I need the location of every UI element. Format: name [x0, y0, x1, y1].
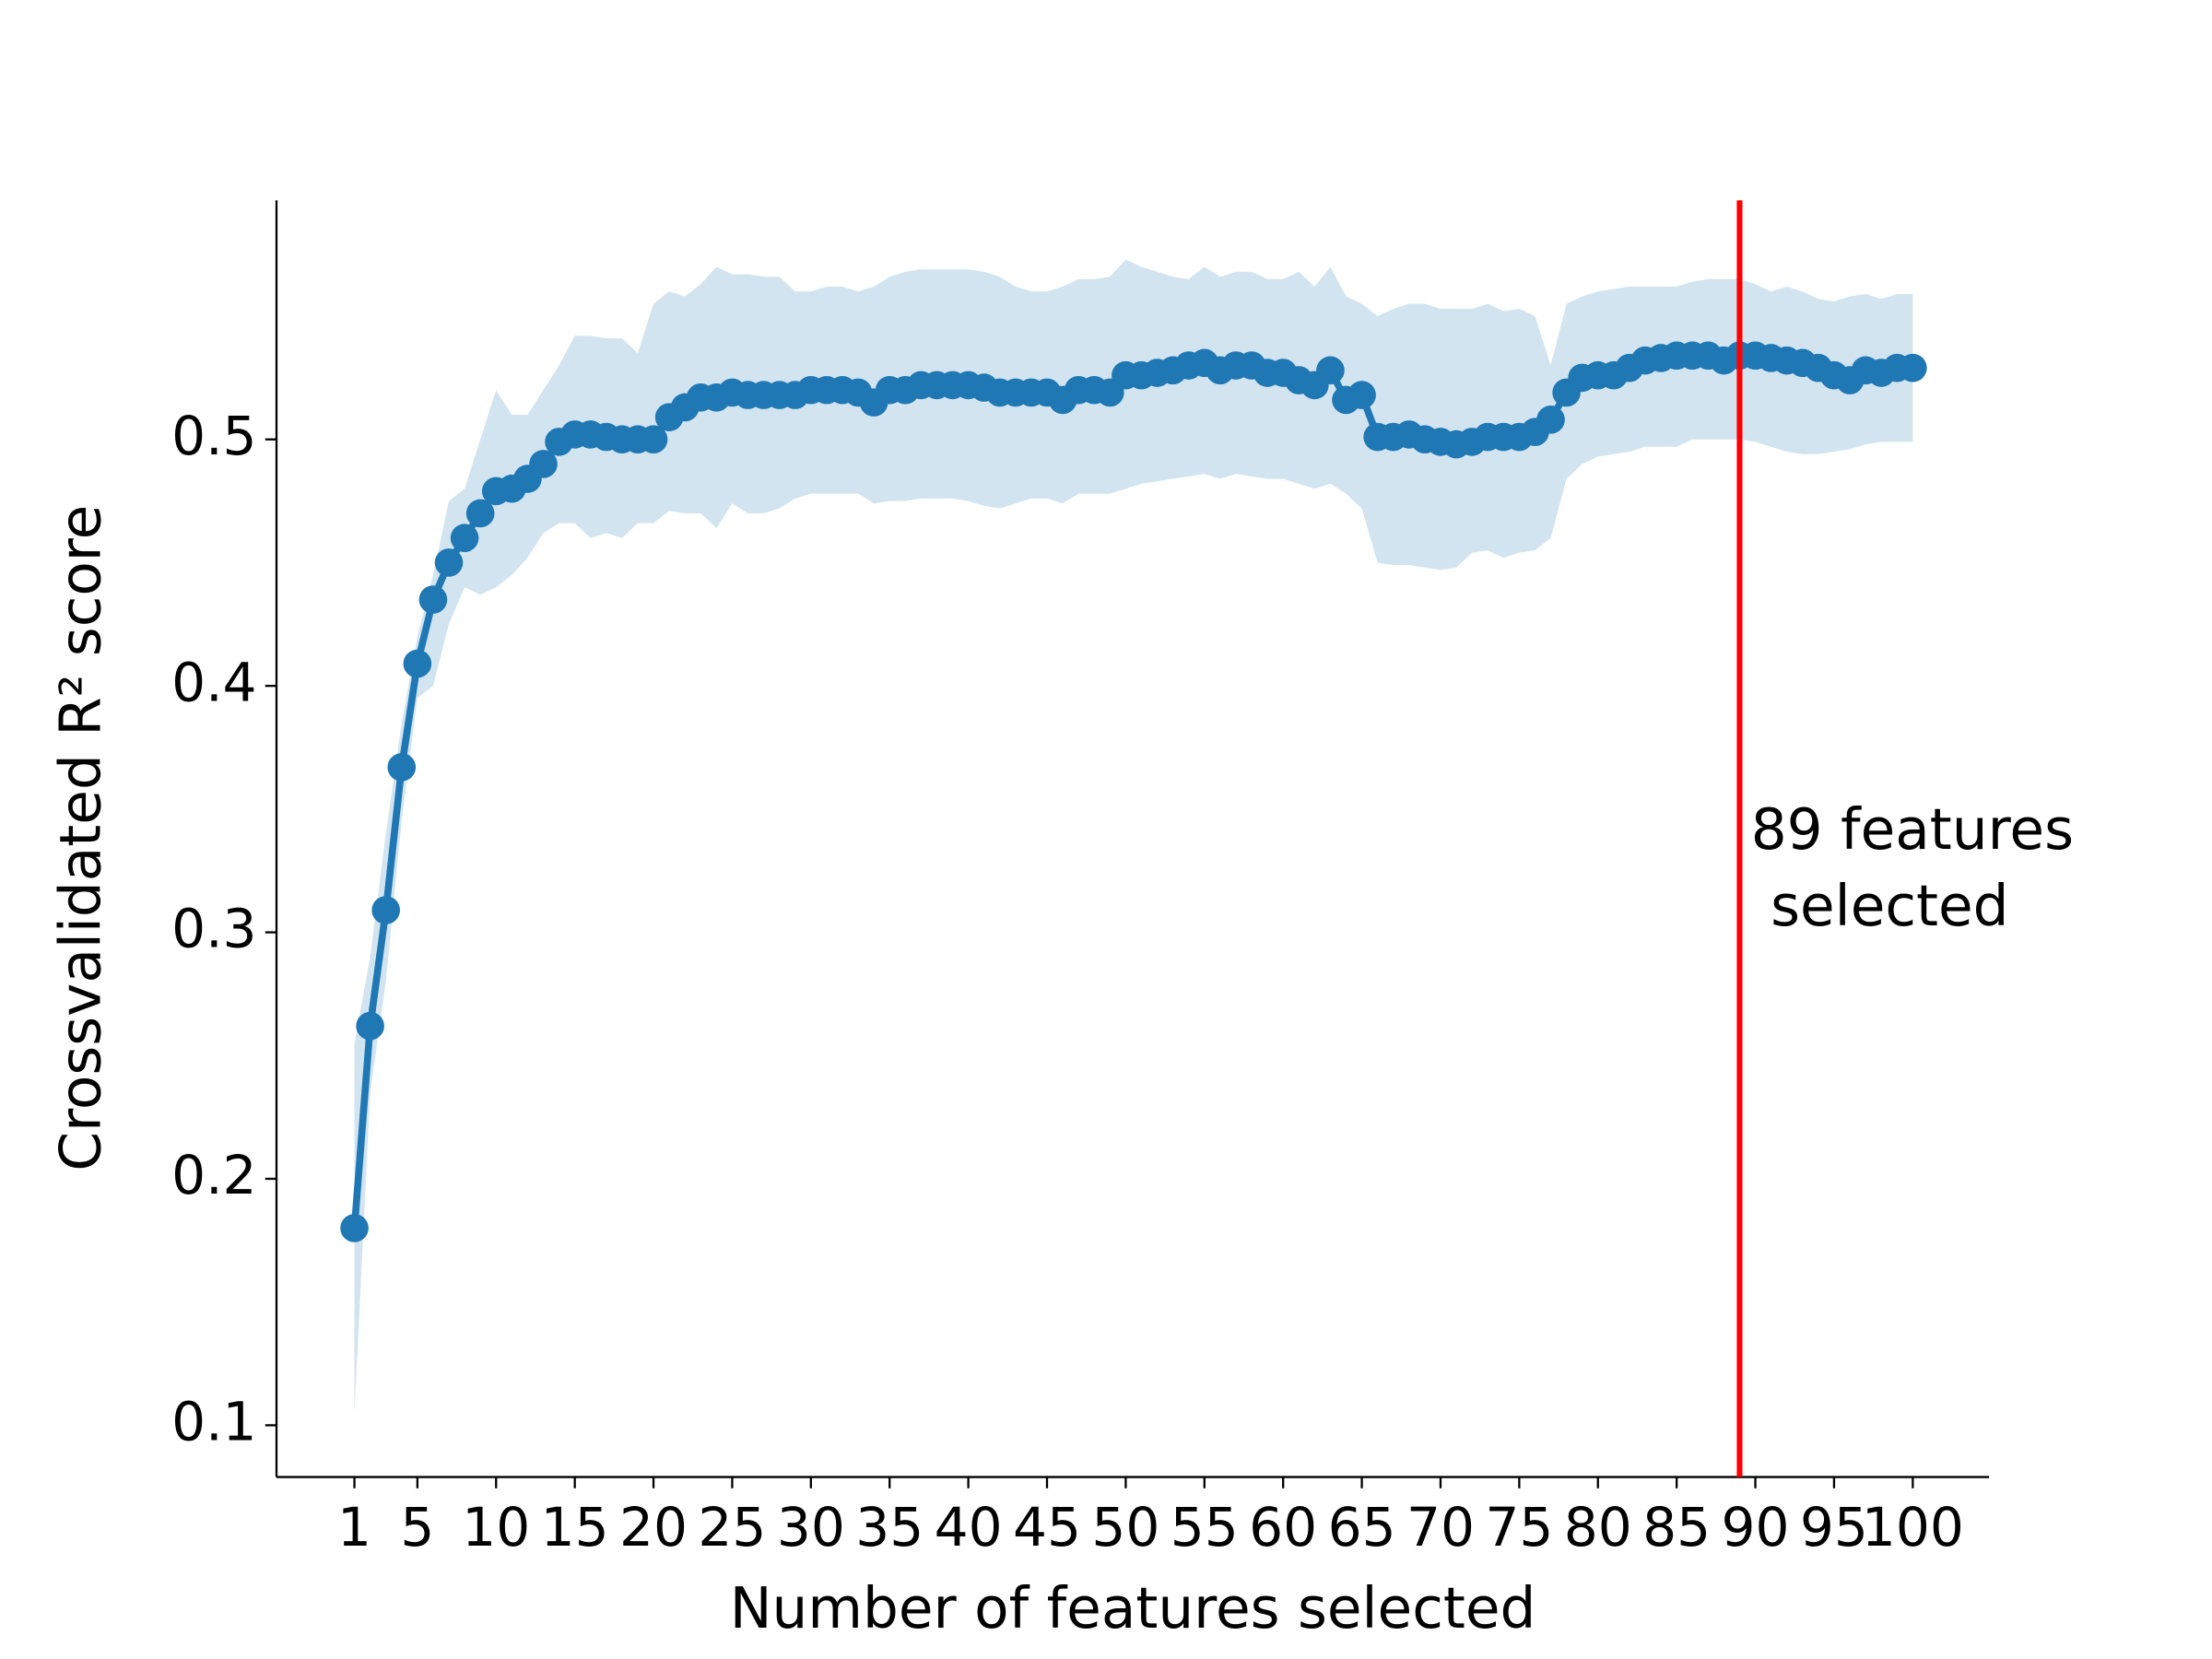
- y-tick-label: 0.3: [171, 898, 257, 960]
- x-tick-label: 10: [462, 1496, 530, 1559]
- data-point: [529, 450, 558, 478]
- data-point: [450, 524, 479, 553]
- data-point: [1316, 356, 1345, 385]
- data-point: [387, 753, 417, 782]
- x-tick-label: 60: [1249, 1496, 1317, 1559]
- data-point: [418, 585, 448, 614]
- y-tick-label: 0.5: [171, 405, 257, 467]
- data-point: [1899, 353, 1927, 382]
- x-tick-label: 40: [935, 1496, 1003, 1559]
- x-tick-label: 50: [1091, 1496, 1159, 1559]
- x-tick-label: 65: [1328, 1496, 1396, 1559]
- annotation: selected: [1771, 874, 2008, 939]
- x-tick-label: 45: [1013, 1496, 1081, 1559]
- data-point: [1536, 406, 1565, 434]
- x-tick-label: 35: [855, 1496, 924, 1559]
- annotation: 89 features: [1751, 797, 2074, 863]
- x-tick-label: 15: [541, 1496, 609, 1559]
- x-tick-label: 5: [400, 1496, 434, 1559]
- x-tick-label: 20: [619, 1496, 688, 1559]
- data-point: [356, 1011, 384, 1041]
- x-tick-label: 70: [1406, 1496, 1475, 1559]
- x-tick-label: 30: [777, 1496, 845, 1559]
- data-point: [1347, 381, 1376, 409]
- data-point: [434, 548, 464, 577]
- data-point: [371, 896, 401, 924]
- y-tick-label: 0.2: [171, 1144, 257, 1206]
- x-tick-label: 55: [1171, 1496, 1239, 1559]
- x-axis-label: Number of features selected: [730, 1576, 1536, 1641]
- data-point: [639, 425, 668, 454]
- x-tick-label: 90: [1722, 1496, 1790, 1559]
- data-point: [465, 499, 495, 528]
- x-tick-label: 25: [698, 1496, 766, 1559]
- x-tick-label: 95: [1800, 1496, 1868, 1559]
- x-tick-label: 85: [1642, 1496, 1711, 1559]
- data-point: [340, 1214, 369, 1242]
- y-tick-label: 0.4: [171, 651, 257, 713]
- x-tick-label: 75: [1485, 1496, 1553, 1559]
- x-tick-label: 100: [1862, 1496, 1964, 1559]
- x-tick-label: 80: [1564, 1496, 1632, 1559]
- y-axis-label: Crossvalidated R² score: [48, 505, 113, 1171]
- x-tick-label: 1: [337, 1496, 371, 1559]
- data-point: [403, 649, 432, 678]
- y-tick-label: 0.1: [171, 1391, 257, 1453]
- confidence-band: [354, 259, 1913, 1414]
